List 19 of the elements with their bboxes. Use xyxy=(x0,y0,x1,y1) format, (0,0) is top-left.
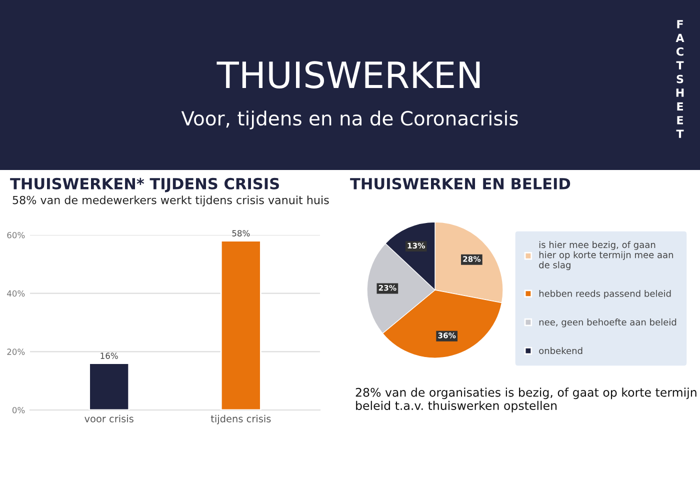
text: FACTSHEET xyxy=(676,20,684,138)
text: 28% van de organisaties is bezig, of gaat op korte termijn beleid t.a.v. thuiswerken opstellen xyxy=(356,388,696,412)
y-tick-label: 0% xyxy=(12,406,25,414)
data-label: 58% xyxy=(232,230,250,236)
text: Voor, tijdens en na de Coronacrisis xyxy=(181,110,518,130)
chart-title: THUISWERKEN EN BELEID xyxy=(350,178,570,190)
y-tick-label: 60% xyxy=(7,232,25,238)
x-tick-label: tijdens crisis xyxy=(210,414,271,424)
legend-label: nee, geen behoefte aan beleid xyxy=(539,318,676,328)
y-tick-label: 20% xyxy=(7,348,25,355)
y-tick-label: 40% xyxy=(7,290,25,297)
data-label: 16% xyxy=(100,352,118,359)
chart-title: THUISWERKEN* TIJDENS CRISIS xyxy=(10,178,279,192)
legend-label: hebben reeds passend beleid xyxy=(539,290,671,299)
text: THUISWERKEN xyxy=(216,61,480,88)
legend-label: onbekend xyxy=(539,347,582,354)
legend-label: is hier mee bezig, of gaan hier op korte termijn mee aan de slag xyxy=(539,241,674,270)
x-tick-label: voor crisis xyxy=(84,414,134,422)
chart-subtitle: 58% van de medewerkers werkt tijdens crisis vanuit huis xyxy=(12,196,329,206)
